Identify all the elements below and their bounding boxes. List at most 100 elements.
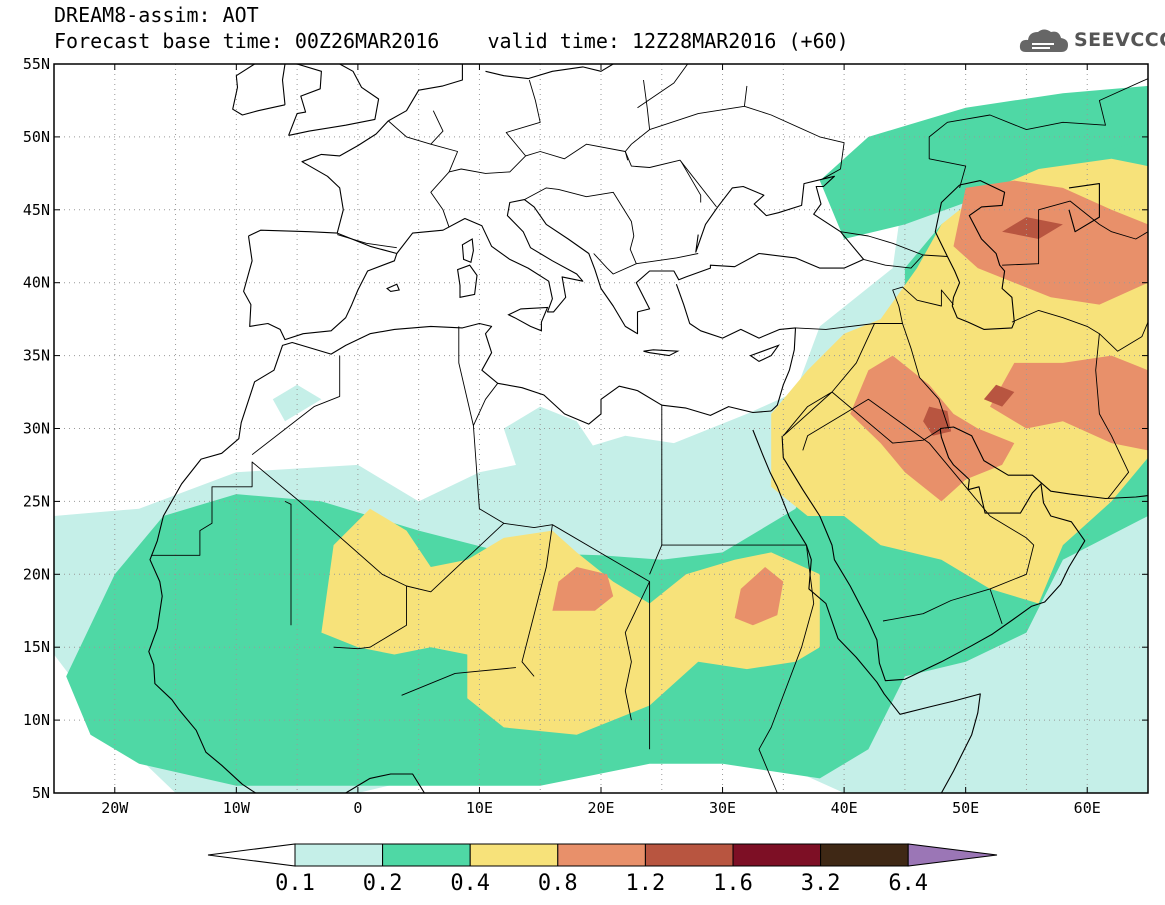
border-europe-borders-9	[680, 161, 702, 203]
dust-region-west-africa-yellow	[321, 508, 820, 735]
border-algeria-tunisia	[458, 326, 499, 427]
y-tick-label: 25N	[23, 492, 50, 510]
border-europe-borders-10	[744, 105, 845, 180]
border-sudan-eritrea	[758, 545, 815, 793]
cloud-icon	[1019, 29, 1068, 52]
y-tick-label: 30N	[23, 420, 50, 438]
colorbar-label: 0.8	[538, 871, 578, 896]
border-nigeria-niger	[401, 667, 516, 696]
colorbar-label: 0.1	[275, 871, 315, 896]
border-europe-borders-8	[624, 79, 651, 161]
dust-region-chad-orange	[552, 567, 614, 611]
x-tick-label: 10E	[466, 799, 493, 817]
coastline-border-layer	[148, 64, 1148, 793]
island-mallorca	[386, 283, 400, 292]
dust-region-sudan-orange	[734, 567, 784, 626]
y-tick-label: 20N	[23, 565, 50, 583]
colorbar-swatch	[644, 843, 734, 867]
x-tick-label: 0	[353, 799, 362, 817]
coastline-med-north-coast	[396, 199, 864, 335]
y-tick-label: 45N	[23, 201, 50, 219]
colorbar-swatch	[469, 843, 559, 867]
coastline-ireland-coast	[232, 64, 286, 116]
coastline-caspian-coast	[934, 180, 1015, 330]
border-turkmen-iran	[1011, 309, 1148, 352]
island-corsica	[461, 238, 474, 264]
x-tick-label: 40E	[831, 799, 858, 817]
colorbar-label: 0.4	[450, 871, 490, 896]
x-tick-label: 10W	[223, 799, 251, 817]
dust-region-iran-dark	[983, 384, 1015, 407]
border-iran-iraq	[902, 323, 950, 429]
coastline-north-africa-coast	[148, 322, 772, 793]
dust-region-caspian-north-band	[819, 85, 1148, 240]
border-iran-east	[1095, 333, 1130, 499]
border-mali-niger	[333, 586, 407, 650]
coastline-uk-coast	[288, 64, 380, 136]
colorbar-swatch	[557, 843, 646, 867]
border-turkmen-uzbek	[1002, 200, 1148, 266]
dust-region-kazakh-dark	[1002, 217, 1063, 239]
coastline-black-sea-coast	[695, 175, 865, 260]
border-algeria-morocco	[251, 355, 341, 456]
border-caucasus-borders-2	[863, 254, 924, 269]
border-sahara-algeria-mauritania	[151, 461, 651, 750]
colorbar-swatch	[382, 843, 471, 867]
coastline-anatolia-south-coast	[675, 284, 797, 412]
border-europe-borders-3	[524, 187, 699, 265]
x-tick-label: 20E	[587, 799, 614, 817]
colorbar-swatch	[820, 843, 909, 867]
y-tick-label: 10N	[23, 711, 50, 729]
border-chad-sudan	[624, 581, 651, 721]
island-crete	[643, 349, 680, 357]
colorbar-swatch	[732, 843, 822, 867]
island-cyprus	[749, 344, 780, 363]
colorbar-label: 1.2	[626, 871, 666, 896]
border-europe-borders-7	[505, 79, 541, 157]
coastline-north-sea-coast	[388, 64, 463, 122]
colorbar-label: 0.2	[363, 871, 403, 896]
coastline-iberia-coast	[243, 229, 398, 341]
coastline-wales-coast	[288, 64, 322, 136]
dust-region-morocco-light	[272, 384, 322, 422]
coastline-red-sea-west-coast	[752, 429, 981, 793]
y-tick-label: 40N	[23, 274, 50, 292]
border-mauritania-mali	[284, 500, 292, 626]
y-tick-label: 5N	[32, 784, 50, 802]
border-saudi-borders	[802, 398, 1035, 622]
coastline-persian-gulf-north-coast	[940, 426, 1148, 500]
coastline-france-coast	[301, 120, 389, 234]
border-niger-chad	[521, 524, 553, 677]
border-europe-borders-4	[593, 253, 637, 275]
border-europe-borders-6	[388, 110, 444, 145]
y-tick-label: 50N	[23, 128, 50, 146]
dust-fill-layer	[54, 85, 1148, 793]
border-europe-borders-2	[430, 143, 717, 228]
seevccc-logo: SEEVCCC	[1018, 24, 1165, 56]
y-tick-label: 15N	[23, 638, 50, 656]
x-tick-label: 20W	[101, 799, 129, 817]
logo-text: SEEVCCC	[1074, 29, 1165, 51]
colorbar-label: 1.6	[713, 871, 753, 896]
coastline-baltic-coast	[485, 64, 614, 80]
border-europe-borders-5	[430, 143, 459, 173]
x-tick-label: 30E	[709, 799, 736, 817]
island-sicily	[507, 306, 549, 332]
colorbar-label: 3.2	[801, 871, 841, 896]
border-europe-borders-11	[649, 85, 748, 131]
border-europe-borders-1	[337, 234, 397, 249]
x-tick-label: 50E	[952, 799, 979, 817]
border-iraq-borders	[782, 323, 942, 444]
border-caucasus-borders	[840, 231, 948, 257]
map-title: DREAM8-assim: AOT	[54, 3, 259, 27]
y-tick-label: 35N	[23, 347, 50, 365]
forecast-time-line: Forecast base time: 00Z26MAR2016 valid t…	[54, 29, 849, 53]
border-middle-east-1	[795, 286, 954, 330]
border-algeria-libya	[472, 425, 505, 524]
border-kazakh-south	[928, 78, 1148, 189]
island-sardinia	[456, 264, 478, 298]
y-tick-label: 55N	[23, 55, 50, 73]
colorbar: 0.1 0.2 0.4 0.8 1.2 1.6 3.2 6.4	[207, 843, 998, 896]
axis-ticks: 20W 10W 0 10E 20E 30E 40E 50E 60E 55N 50N 45N 40N 35N…	[23, 55, 1148, 817]
